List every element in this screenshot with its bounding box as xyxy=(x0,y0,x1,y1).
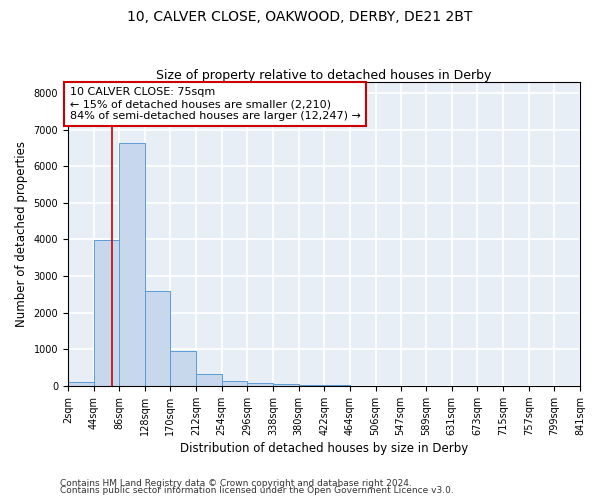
Bar xyxy=(170,351,196,386)
Bar xyxy=(196,374,222,386)
Bar xyxy=(273,384,299,386)
Bar xyxy=(222,381,247,386)
Text: 10 CALVER CLOSE: 75sqm
← 15% of detached houses are smaller (2,210)
84% of semi-: 10 CALVER CLOSE: 75sqm ← 15% of detached… xyxy=(70,88,361,120)
Text: Contains public sector information licensed under the Open Government Licence v3: Contains public sector information licen… xyxy=(60,486,454,495)
Bar xyxy=(299,385,324,386)
Bar xyxy=(145,290,170,386)
Y-axis label: Number of detached properties: Number of detached properties xyxy=(15,141,28,327)
Bar xyxy=(119,144,145,386)
Bar xyxy=(94,240,119,386)
Bar xyxy=(68,382,94,386)
Text: 10, CALVER CLOSE, OAKWOOD, DERBY, DE21 2BT: 10, CALVER CLOSE, OAKWOOD, DERBY, DE21 2… xyxy=(127,10,473,24)
Text: Contains HM Land Registry data © Crown copyright and database right 2024.: Contains HM Land Registry data © Crown c… xyxy=(60,478,412,488)
Title: Size of property relative to detached houses in Derby: Size of property relative to detached ho… xyxy=(156,69,491,82)
Bar xyxy=(247,382,273,386)
X-axis label: Distribution of detached houses by size in Derby: Distribution of detached houses by size … xyxy=(180,442,468,455)
